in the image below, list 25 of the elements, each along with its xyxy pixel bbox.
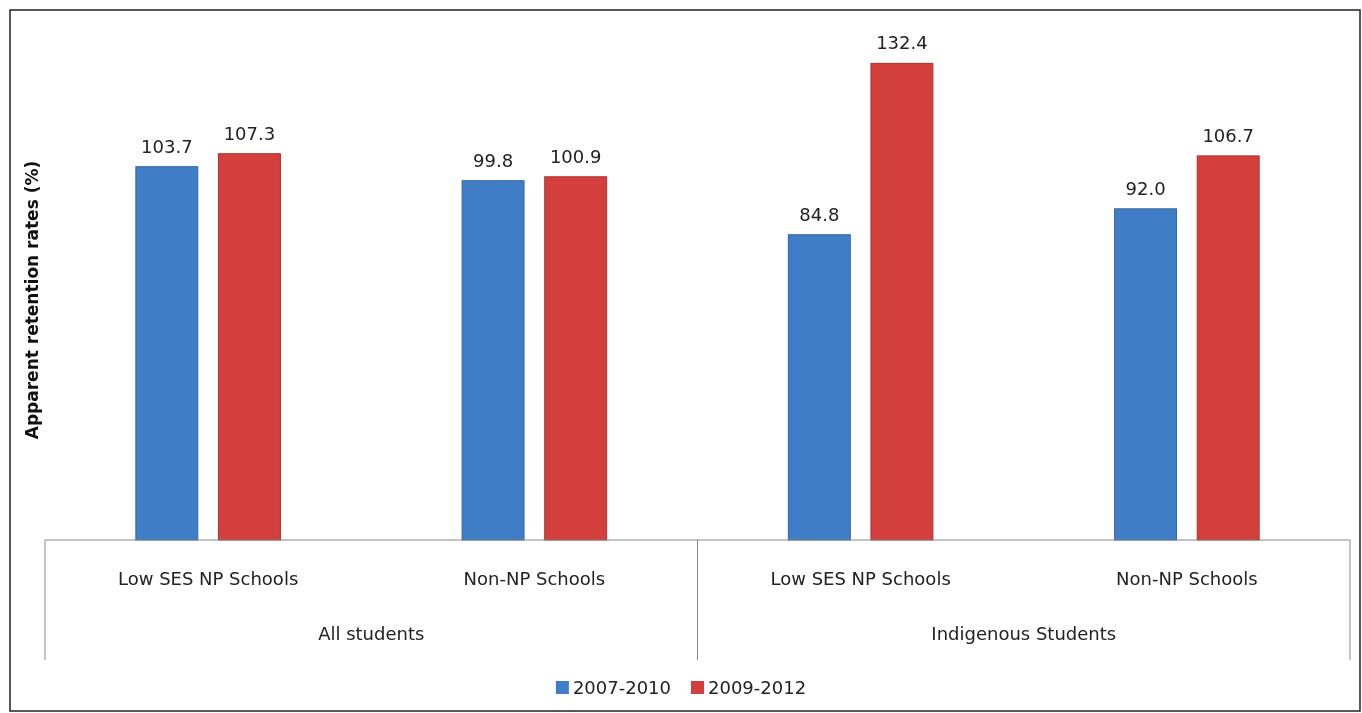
x-tick-label: Low SES NP Schools [117, 568, 299, 589]
bar [1114, 208, 1178, 541]
legend-label: 2009-2012 [708, 677, 807, 698]
data-label: 107.3 [223, 122, 276, 144]
data-label: 84.8 [799, 203, 840, 225]
bar [217, 153, 281, 541]
bar [1196, 155, 1260, 541]
data-label: 100.9 [549, 145, 602, 167]
bar [461, 180, 525, 541]
x-tick-label: Non-NP Schools [463, 568, 606, 589]
bar [135, 166, 199, 541]
text: All students [318, 623, 425, 644]
text: Indigenous Students [931, 623, 1117, 644]
bar [787, 234, 851, 541]
data-label: 99.8 [473, 149, 514, 171]
bar [544, 176, 608, 541]
data-label: 103.7 [141, 135, 193, 157]
data-label: 92.0 [1125, 177, 1166, 199]
x-tick-label: Low SES NP Schools [770, 568, 951, 589]
data-label: 106.7 [1202, 124, 1254, 146]
legend-label: 2007-2010 [572, 677, 671, 698]
y-axis-title: Apparent retention rates (%) [22, 160, 42, 440]
data-label: 132.4 [876, 32, 928, 54]
bar [870, 62, 934, 541]
x-tick-label: Non-NP Schools [1116, 568, 1258, 589]
